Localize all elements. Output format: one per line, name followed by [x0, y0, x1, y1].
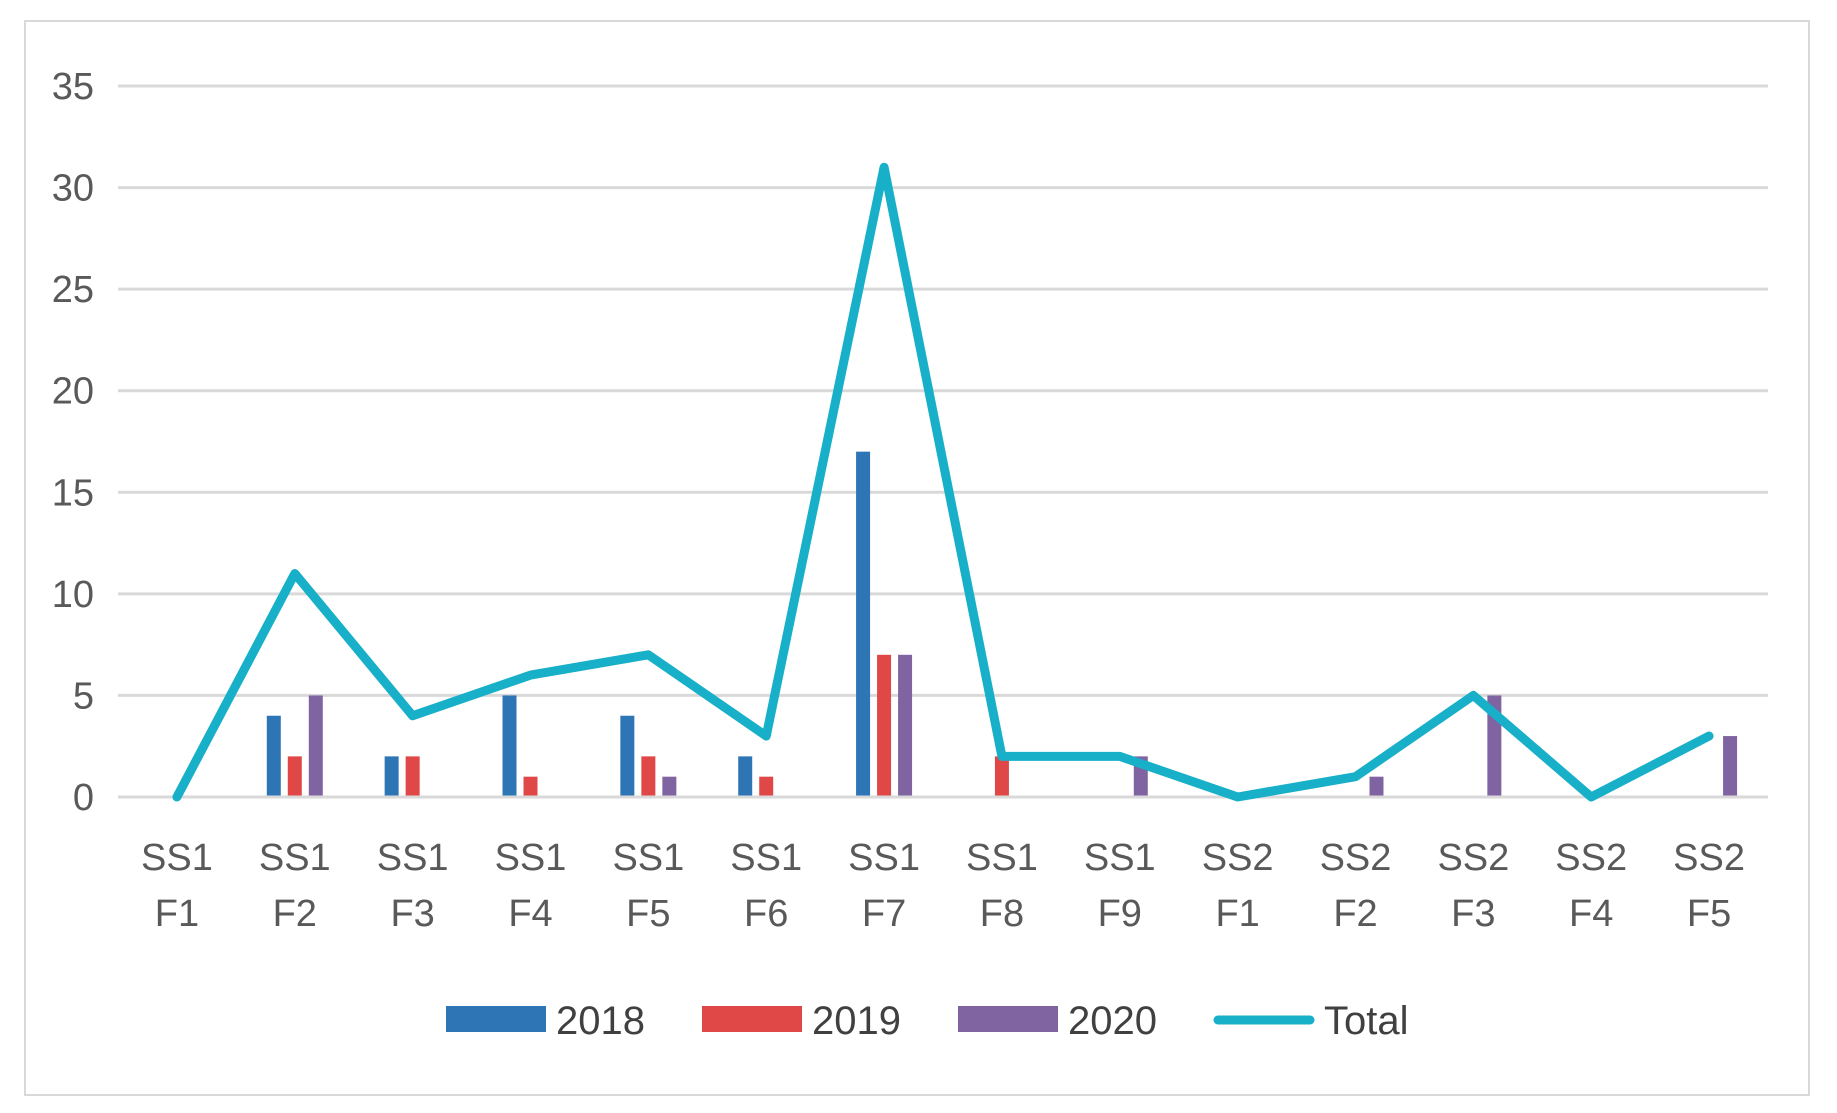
y-axis-ticks: 0 5 10 15 20 25 30 35: [52, 66, 94, 819]
bar-2018-SS1-F3: [384, 756, 399, 797]
series-line-Total: [172, 162, 1714, 802]
bar-2018-SS1-F6: [738, 756, 753, 797]
x-tick-label-line: SS1: [966, 837, 1038, 879]
y-tick-label: 10: [52, 574, 94, 616]
bar-2019-SS1-F3: [405, 756, 420, 797]
x-tick-label: SS1 F1: [141, 837, 213, 935]
bar-2020-SS1-F5: [662, 776, 677, 797]
x-tick-label-line: SS2: [1555, 837, 1627, 879]
x-tick-label: SS1 F6: [730, 837, 802, 935]
legend-label-2018: 2018: [556, 999, 645, 1043]
legend-swatch-2018: [446, 1006, 546, 1032]
legend-label-2019: 2019: [812, 999, 901, 1043]
x-tick-label-line: F2: [273, 893, 317, 935]
x-tick-label-line: SS2: [1202, 837, 1274, 879]
x-tick-label-line: F9: [1098, 893, 1142, 935]
x-tick-label-line: SS1: [612, 837, 684, 879]
legend-label-Total: Total: [1324, 999, 1409, 1043]
x-tick-label: SS1 F4: [495, 837, 567, 935]
bar-2020-SS2-F2: [1369, 776, 1384, 797]
gridlines: [118, 84, 1768, 697]
x-tick-label-line: F3: [1451, 893, 1495, 935]
y-tick-label: 25: [52, 269, 94, 311]
y-tick-label: 5: [73, 675, 94, 717]
x-tick-label: SS1 F5: [612, 837, 684, 935]
x-tick-label-line: F4: [1569, 893, 1613, 935]
legend-label-2020: 2020: [1068, 999, 1157, 1043]
bar-2018-SS1-F4: [502, 695, 517, 797]
bar-2020-SS2-F5: [1723, 736, 1738, 797]
x-tick-label: SS2 F1: [1202, 837, 1274, 935]
x-tick-label-line: SS2: [1673, 837, 1745, 879]
x-tick-label-line: F8: [980, 893, 1024, 935]
x-tick-label-line: F7: [862, 893, 906, 935]
x-tick-label: SS1 F2: [259, 837, 331, 935]
legend-swatch-2020: [958, 1006, 1058, 1032]
x-tick-label-line: SS1: [495, 837, 567, 879]
x-tick-label-line: SS2: [1320, 837, 1392, 879]
x-tick-label: SS2 F2: [1320, 837, 1392, 935]
bar-2019-SS1-F7: [877, 654, 892, 797]
x-tick-label-line: F1: [155, 893, 199, 935]
bar-2019-SS1-F5: [641, 756, 656, 797]
bar-2019-SS1-F8: [994, 756, 1009, 797]
x-tick-label-line: F3: [390, 893, 434, 935]
x-tick-label: SS1 F7: [848, 837, 920, 935]
x-tick-label-line: SS1: [259, 837, 331, 879]
y-tick-label: 0: [73, 777, 94, 819]
x-tick-label-line: SS2: [1437, 837, 1509, 879]
bar-2020-SS1-F2: [308, 695, 323, 797]
x-tick-label-line: F6: [744, 893, 788, 935]
bar-2018-SS1-F7: [856, 451, 871, 797]
x-tick-label-line: F2: [1333, 893, 1377, 935]
y-tick-label: 30: [52, 168, 94, 210]
y-tick-label: 15: [52, 472, 94, 514]
bar-2019-SS1-F6: [759, 776, 774, 797]
bar-2019-SS1-F4: [523, 776, 538, 797]
legend: 2018 2019 2020 Total: [446, 999, 1409, 1043]
legend-swatch-2019: [702, 1006, 802, 1032]
x-tick-label-line: F1: [1215, 893, 1259, 935]
x-tick-label-line: SS1: [377, 837, 449, 879]
bar-2018-SS1-F5: [620, 715, 635, 797]
x-tick-label-line: F5: [1687, 893, 1731, 935]
x-tick-label: SS2 F3: [1437, 837, 1509, 935]
x-tick-label-line: SS1: [1084, 837, 1156, 879]
x-tick-label-line: F5: [626, 893, 670, 935]
x-tick-label-line: SS1: [848, 837, 920, 879]
y-tick-label: 20: [52, 371, 94, 413]
bar-2020-SS1-F7: [898, 654, 913, 797]
x-tick-label: SS1 F8: [966, 837, 1038, 935]
bar-2019-SS1-F2: [287, 756, 302, 797]
x-tick-label-line: F4: [508, 893, 552, 935]
x-tick-label-line: SS1: [730, 837, 802, 879]
y-tick-label: 35: [52, 66, 94, 108]
x-tick-label-line: SS1: [141, 837, 213, 879]
chart-frame: 0 5 10 15 20 25 30 35 SS1 F1 SS1 F2 SS1 F3 SS1 F4 SS1 F5…: [24, 20, 1810, 1096]
x-tick-label: SS1 F3: [377, 837, 449, 935]
bar-2018-SS1-F2: [266, 715, 281, 797]
x-tick-label: SS1 F9: [1084, 837, 1156, 935]
x-tick-label: SS2 F5: [1673, 837, 1745, 935]
total-line-layer: [172, 162, 1714, 802]
x-tick-label: SS2 F4: [1555, 837, 1627, 935]
